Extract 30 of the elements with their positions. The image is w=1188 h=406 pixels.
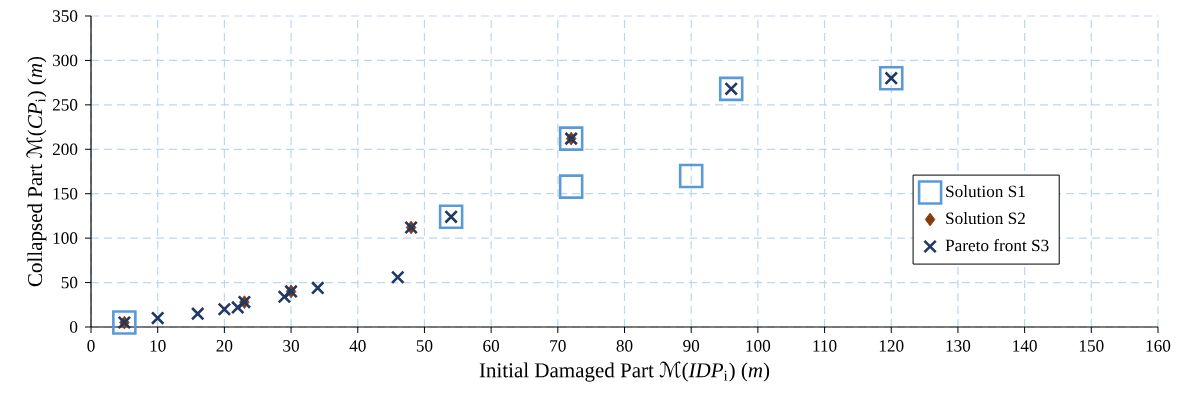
y-tick-label: 200 xyxy=(52,143,78,156)
x-tick-label: 140 xyxy=(1013,340,1037,352)
y-axis-title: Collapsed Part ℳ(CP$_{i}$) (m) xyxy=(26,56,47,287)
y-tick-label: 150 xyxy=(53,187,78,200)
x-axis-title: Initial Damaged Part ℳ(IDP$_{i}$) (m) xyxy=(479,361,770,382)
x-tick-label: 60 xyxy=(483,340,500,352)
legend-label: Solution S2 xyxy=(946,212,1025,225)
y-tick-label: 350 xyxy=(52,10,78,22)
x-tick-label: 80 xyxy=(616,340,633,352)
x-tick-label: 0 xyxy=(87,340,95,352)
x-tick-label: 110 xyxy=(813,340,837,352)
x-tick-label: 130 xyxy=(946,340,971,352)
y-tick-label: 50 xyxy=(61,276,78,289)
legend-label: Solution S1 xyxy=(946,185,1025,198)
y-tick-label: 250 xyxy=(52,99,78,111)
x-tick-label: 30 xyxy=(283,340,300,352)
x-tick-label: 20 xyxy=(216,340,233,352)
x-tick-label: 90 xyxy=(683,340,700,352)
x-tick-label: 160 xyxy=(1146,340,1171,352)
y-tick-label: 300 xyxy=(52,54,78,67)
x-tick-label: 100 xyxy=(746,340,771,352)
x-tick-label: 120 xyxy=(879,340,904,352)
x-tick-label: 40 xyxy=(349,340,366,352)
x-tick-label: 70 xyxy=(550,340,566,352)
x-tick-label: 50 xyxy=(416,340,433,352)
legend-label: Pareto front S3 xyxy=(945,238,1049,252)
x-tick-label: 10 xyxy=(150,340,166,352)
x-tick-label: 150 xyxy=(1079,340,1104,352)
y-tick-label: 100 xyxy=(53,232,78,244)
y-tick-label: 0 xyxy=(70,321,78,333)
